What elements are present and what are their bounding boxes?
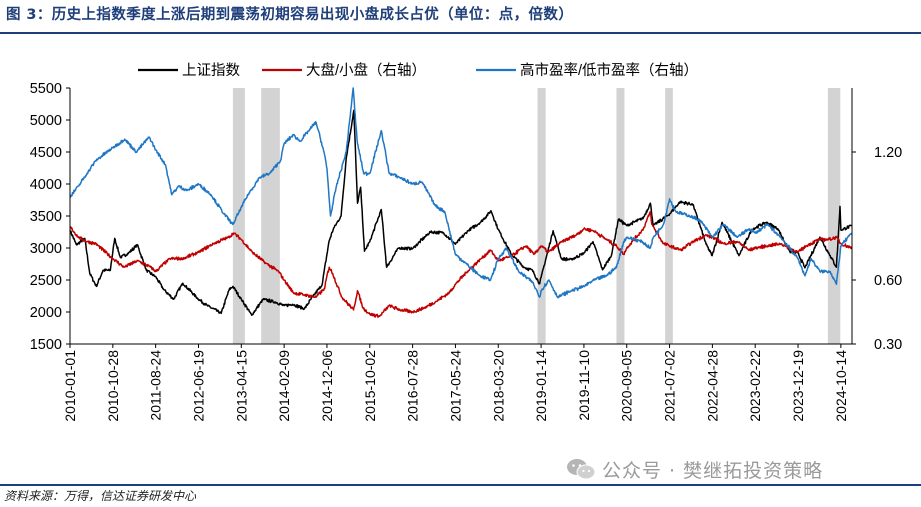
x-tick-label-6: 2014-12-06 <box>319 350 335 422</box>
left-tick-label-4: 3500 <box>30 209 62 225</box>
x-tick-label-3: 2012-06-19 <box>190 350 206 422</box>
left-tick-label-7: 5000 <box>30 113 62 129</box>
legend-label-2: 高市盈率/低市盈率（右轴） <box>520 62 698 79</box>
legend-label-1: 大盘/小盘（右轴） <box>306 61 426 79</box>
shaded-period-3 <box>616 88 625 344</box>
x-tick-label-18: 2024-10-14 <box>833 350 849 422</box>
right-axis-ticks: 0.30 0.60 1.20 <box>852 145 902 353</box>
left-tick-label-6: 4500 <box>30 145 62 161</box>
x-tick-label-17: 2023-12-19 <box>790 350 806 422</box>
x-tick-label-15: 2022-04-28 <box>704 350 720 422</box>
chart-legend: 上证指数 大盘/小盘（右轴） 高市盈率/低市盈率（右轴） <box>138 61 698 79</box>
x-tick-label-1: 2010-10-28 <box>105 350 121 422</box>
x-tick-label-14: 2021-07-02 <box>662 350 678 422</box>
x-axis-ticks: 2010-01-01 2010-10-28 2011-08-24 2012-06-19… <box>62 344 849 422</box>
x-tick-label-0: 2010-01-01 <box>62 350 78 422</box>
left-axis-ticks: 1500 2000 2500 3000 3500 4000 4500 5000 5500 <box>30 81 70 353</box>
series-line-1 <box>69 210 853 318</box>
source-divider <box>0 484 921 486</box>
x-tick-label-16: 2023-02-22 <box>747 350 763 422</box>
x-tick-label-5: 2014-02-09 <box>276 350 292 422</box>
shaded-period-2 <box>537 88 546 344</box>
series-line-2 <box>69 87 853 299</box>
right-tick-label-0: 0.30 <box>874 337 902 353</box>
x-tick-label-7: 2015-10-02 <box>362 350 378 422</box>
right-tick-label-2: 1.20 <box>874 145 902 161</box>
x-tick-label-12: 2019-11-10 <box>576 350 592 421</box>
x-tick-label-13: 2020-09-05 <box>619 350 635 422</box>
legend-label-0: 上证指数 <box>182 62 240 79</box>
x-tick-label-11: 2019-01-14 <box>533 350 549 422</box>
watermark-text: 公众号 · 樊继拓投资策略 <box>602 459 824 482</box>
x-tick-label-10: 2018-03-20 <box>490 350 506 422</box>
watermark: 公众号 · 樊继拓投资策略 <box>566 455 823 483</box>
right-tick-label-1: 0.60 <box>874 273 902 289</box>
chart-canvas: 1500 2000 2500 3000 3500 4000 4500 5000 5500 0.3… <box>30 61 903 422</box>
x-tick-label-8: 2016-07-28 <box>405 350 421 422</box>
series-line-0 <box>69 109 853 316</box>
x-tick-label-9: 2017-05-24 <box>447 350 463 422</box>
x-tick-label-2: 2011-08-24 <box>148 350 164 421</box>
axes <box>69 88 853 345</box>
left-tick-label-5: 4000 <box>30 177 62 193</box>
left-tick-label-3: 3000 <box>30 241 62 257</box>
left-tick-label-2: 2500 <box>30 273 62 289</box>
wechat-icon <box>567 459 596 480</box>
shaded-period-0 <box>232 88 245 344</box>
source-note: 资料来源：万得，信达证券研发中心 <box>4 489 197 503</box>
shaded-period-1 <box>261 88 280 344</box>
title-divider <box>0 32 921 34</box>
series-lines <box>69 87 853 318</box>
shaded-periods <box>232 88 841 344</box>
left-tick-label-8: 5500 <box>30 81 62 97</box>
left-tick-label-0: 1500 <box>30 337 62 353</box>
left-tick-label-1: 2000 <box>30 305 62 321</box>
x-tick-label-4: 2013-04-15 <box>233 350 249 422</box>
chart-title: 图 3：历史上指数季度上涨后期到震荡初期容易出现小盘成长占优（单位：点，倍数） <box>6 7 574 23</box>
shaded-period-5 <box>827 88 841 344</box>
